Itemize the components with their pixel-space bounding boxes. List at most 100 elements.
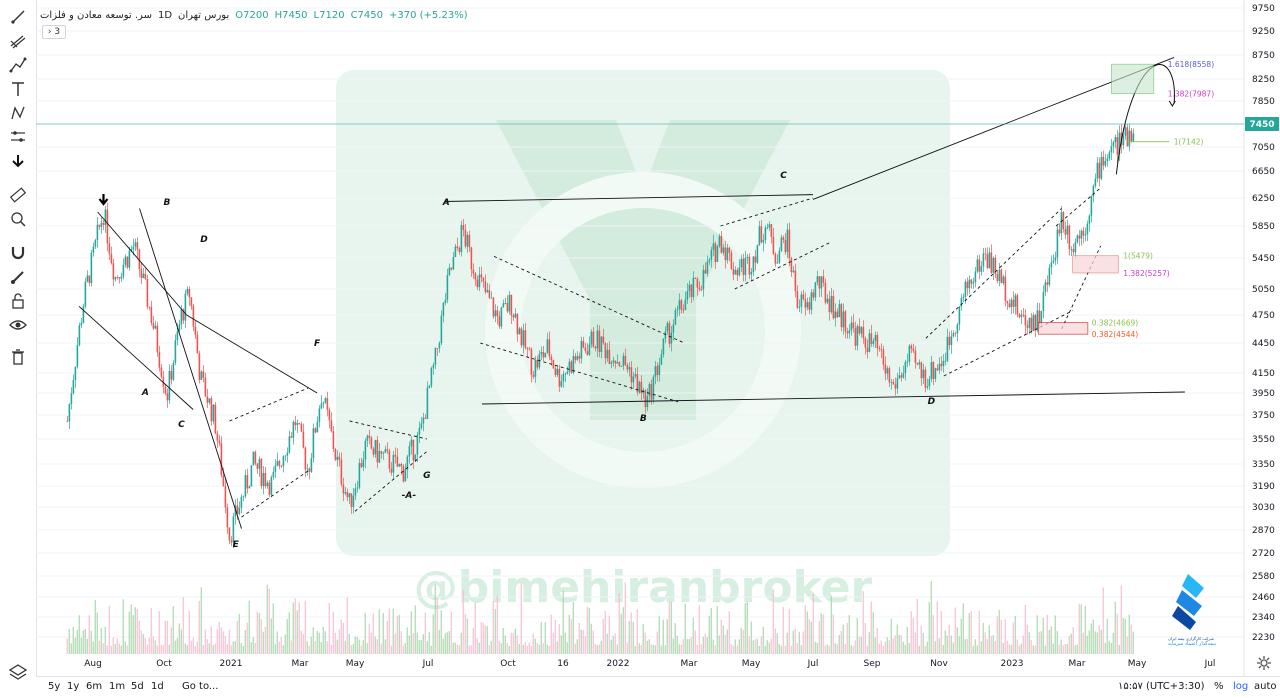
volume-bar: [508, 645, 510, 654]
goto-button[interactable]: Go to...: [182, 681, 219, 692]
volume-bar: [920, 625, 922, 654]
candle-body: [354, 488, 357, 496]
log-toggle[interactable]: log: [1233, 681, 1249, 692]
candle-body: [880, 348, 883, 350]
volume-bar: [458, 645, 460, 654]
candle-body: [544, 352, 547, 358]
volume-bar: [608, 615, 610, 654]
volume-bar: [1056, 630, 1058, 654]
range-1d[interactable]: 1d: [151, 681, 164, 692]
time-axis[interactable]: Aug Oct 2021 Mar May Jul Oct 16 2022 Mar May Jul Sep…: [84, 659, 1215, 669]
volume-bar: [872, 612, 874, 654]
volume-bar: [228, 629, 230, 654]
lock-icon[interactable]: [6, 290, 30, 312]
candle-body: [1104, 160, 1107, 166]
volume-bar: [522, 644, 524, 654]
volume-bar: [472, 627, 474, 654]
wave-label: D: [928, 397, 936, 407]
volume-bar: [1062, 645, 1064, 654]
range-6m[interactable]: 6m: [86, 681, 103, 692]
volume-bar: [1116, 613, 1118, 654]
ruler-icon[interactable]: [6, 184, 30, 206]
candle-body: [750, 271, 753, 275]
fib-tool-icon[interactable]: [6, 30, 30, 52]
candle-body: [520, 328, 523, 346]
range-1y[interactable]: 1y: [67, 681, 80, 692]
volume-bar: [910, 611, 912, 654]
candle-body: [136, 242, 139, 250]
price-chart[interactable]: @bimehiranbroker 1.618(8558)1.382(7987)1…: [36, 0, 1280, 676]
auto-toggle[interactable]: auto: [1254, 681, 1277, 692]
candle-body: [970, 279, 973, 284]
candle-body: [396, 456, 399, 467]
volume-bar: [72, 626, 74, 654]
volume-bar: [210, 626, 212, 654]
brush-icon[interactable]: [6, 266, 30, 288]
volume-bar: [438, 629, 440, 654]
candle-body: [758, 226, 761, 246]
arrow-down-icon[interactable]: [6, 150, 30, 172]
candle-body: [596, 330, 599, 349]
symbol-title[interactable]: سر. توسعه معادن و فلزات: [40, 9, 152, 21]
volume-bar: [704, 633, 706, 654]
candle-body: [942, 360, 945, 367]
candle-body: [492, 297, 495, 317]
trash-icon[interactable]: [6, 346, 30, 368]
gear-icon[interactable]: [1256, 655, 1272, 671]
range-5y[interactable]: 5y: [48, 681, 61, 692]
volume-bar: [978, 610, 980, 654]
volume-bar: [722, 625, 724, 654]
candle-body: [846, 331, 849, 334]
pattern-tool-icon[interactable]: [6, 102, 30, 124]
candle-body: [1086, 223, 1089, 235]
last-price-marker: 7450: [36, 117, 1279, 131]
candle-body: [1098, 162, 1101, 179]
volume-bar: [482, 622, 484, 654]
indicator-toggle-button[interactable]: › 3: [42, 25, 66, 39]
layers-icon[interactable]: [8, 662, 28, 682]
candle-body: [84, 281, 87, 307]
volume-bar: [1036, 615, 1038, 654]
percent-toggle[interactable]: %: [1214, 681, 1224, 692]
candle-body: [922, 369, 925, 379]
volume-bar: [640, 645, 642, 654]
candle-body: [226, 507, 229, 528]
wave-label: A: [141, 388, 149, 398]
candle-body: [290, 436, 293, 438]
volume-bar: [350, 645, 352, 654]
crosshair-tool-icon[interactable]: [6, 6, 30, 28]
candle-body: [1132, 133, 1135, 142]
magnet-icon[interactable]: [6, 242, 30, 264]
price-axis[interactable]: 9750 9250 8750 8250 7850 7450 7050 6650 6250 5850…: [1252, 4, 1275, 643]
volume-bar: [1096, 632, 1098, 654]
zoom-icon[interactable]: [6, 208, 30, 230]
volume-bar: [134, 607, 136, 654]
volume-bar: [506, 642, 508, 654]
volume-bar: [958, 636, 960, 654]
volume-bar: [178, 623, 180, 654]
interval-label[interactable]: 1D: [157, 9, 173, 21]
volume-bar: [436, 598, 438, 654]
volume-bar: [1026, 624, 1028, 654]
range-1m[interactable]: 1m: [109, 681, 126, 692]
candle-body: [1030, 317, 1033, 331]
candle-body: [338, 456, 341, 460]
range-5d[interactable]: 5d: [131, 681, 144, 692]
fib-levels: 1.618(8558) 1.382(7987) 1(7142) 1(5479) 1.38…: [1037, 60, 1214, 339]
time-tick-label: Mar: [1069, 659, 1086, 669]
volume-bar: [1124, 618, 1126, 654]
volume-bar: [1002, 642, 1004, 654]
candle-body: [414, 454, 417, 461]
volume-bar: [442, 638, 444, 654]
projection-tool-icon[interactable]: [6, 126, 30, 148]
volume-bar: [646, 640, 648, 654]
candle-body: [934, 368, 937, 379]
candle-body: [308, 468, 311, 472]
volume-bar: [564, 632, 566, 654]
fib-label: 1(7142): [1174, 138, 1204, 147]
path-tool-icon[interactable]: [6, 54, 30, 76]
volume-bar: [390, 645, 392, 654]
text-tool-icon[interactable]: [6, 78, 30, 100]
candle-body: [852, 322, 855, 329]
eye-icon[interactable]: [6, 314, 30, 336]
